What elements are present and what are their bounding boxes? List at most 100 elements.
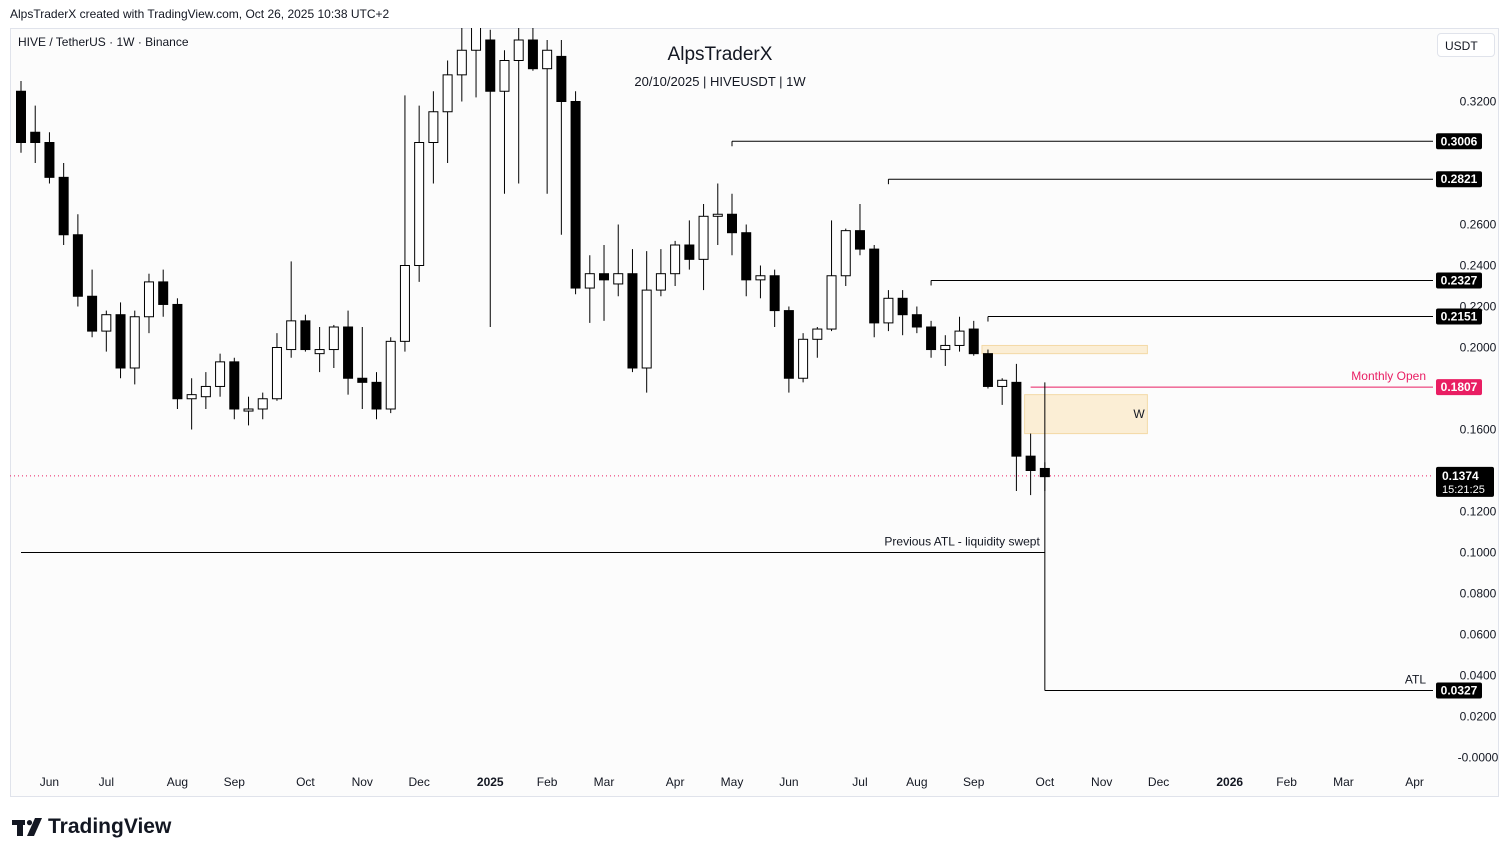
candle[interactable] [442,74,453,113]
current-price-box[interactable] [1436,466,1494,497]
candle[interactable] [556,55,567,102]
x-tick-label: Oct [1036,775,1055,789]
candle[interactable] [968,328,979,355]
currency-button[interactable]: USDT [1437,33,1495,57]
candle[interactable] [798,338,809,379]
candle[interactable] [428,111,439,143]
candle[interactable] [456,49,467,76]
candle[interactable] [527,39,538,70]
candle[interactable] [58,176,69,236]
candle[interactable] [684,244,695,260]
candle[interactable] [115,314,126,369]
candle[interactable] [314,349,325,355]
candle[interactable] [101,314,112,332]
candle[interactable] [471,28,482,51]
price-label-box[interactable] [1436,133,1482,150]
candle[interactable] [599,273,610,281]
candle[interactable] [783,310,794,379]
candle[interactable] [499,60,510,92]
x-tick-label: Aug [906,775,927,789]
candle[interactable] [343,326,354,379]
candle[interactable] [812,328,823,340]
candle[interactable] [727,213,737,234]
price-label-box[interactable] [1436,272,1482,289]
candle[interactable] [542,49,553,70]
candle[interactable] [399,265,410,342]
x-tick-label: Mar [1333,775,1354,789]
candle[interactable] [854,230,865,250]
candle[interactable] [186,394,197,400]
candle[interactable] [655,273,666,291]
candle[interactable] [1011,381,1022,457]
price-label-box[interactable] [1436,379,1482,396]
candle[interactable] [72,234,83,297]
candle[interactable] [129,316,140,369]
x-tick-label: Jun [779,775,798,789]
candle[interactable] [584,273,595,289]
bar-countdown-text: 15:21:25 [1442,484,1485,496]
candle[interactable] [87,295,98,332]
candle[interactable] [712,213,723,217]
candle[interactable] [286,320,297,351]
candle[interactable] [44,142,55,178]
candle[interactable] [627,273,638,369]
candle[interactable] [741,232,752,281]
candle[interactable] [769,275,780,312]
candle[interactable] [371,381,382,410]
price-label-box[interactable] [1436,682,1482,699]
candle[interactable] [300,320,311,351]
x-tick-label: 2025 [477,775,504,789]
candle[interactable] [755,275,766,281]
candle[interactable] [897,297,908,316]
candle[interactable] [997,379,1008,387]
candle[interactable] [840,230,851,277]
watermark-subtitle: 20/10/2025 | HIVEUSDT | 1W [634,74,806,89]
plot-area[interactable]: W [10,28,1433,691]
candle[interactable] [926,326,937,351]
candle[interactable] [883,297,894,324]
price-label-text: 0.1807 [1441,380,1478,394]
zone-box-0[interactable] [981,344,1148,355]
candle[interactable] [1039,467,1050,478]
candle[interactable] [826,275,837,330]
candle[interactable] [513,39,524,61]
candle[interactable] [954,330,965,346]
candle[interactable] [414,142,425,266]
candle[interactable] [911,314,922,328]
candle[interactable] [869,248,880,324]
candle[interactable] [16,90,26,143]
candle[interactable] [229,361,240,410]
y-tick-label: 0.3200 [1460,95,1497,109]
candle[interactable] [30,131,41,143]
candle[interactable] [982,353,993,387]
tradingview-branding[interactable]: TradingView [12,815,171,839]
candle[interactable] [1025,455,1036,471]
candle[interactable] [257,398,268,410]
x-tick-label: Nov [352,775,373,789]
candle[interactable] [357,377,368,383]
zone-box-1[interactable] [1024,394,1148,435]
tradingview-logo-text: TradingView [48,815,172,838]
candle[interactable] [613,273,624,285]
price-label-text: 0.2327 [1441,273,1478,287]
symbol-legend[interactable]: HIVE / TetherUS · 1W · Binance [18,35,189,49]
x-tick-label: Apr [666,775,685,789]
candle[interactable] [328,326,339,351]
candle[interactable] [485,39,496,92]
price-label-box[interactable] [1436,308,1482,325]
candle[interactable] [670,244,681,275]
candle[interactable] [243,408,254,412]
candle[interactable] [698,215,709,260]
candle[interactable] [200,385,211,398]
candle[interactable] [940,344,951,351]
candle[interactable] [143,281,154,318]
candle[interactable] [172,303,183,400]
candle[interactable] [570,101,581,289]
candle[interactable] [158,281,169,305]
candle[interactable] [641,289,652,369]
candle[interactable] [215,361,226,387]
price-label-box[interactable] [1436,171,1482,188]
candle[interactable] [385,340,396,410]
candle[interactable] [271,347,282,400]
price-chart[interactable]: W Monthly Open ATL Previous ATL - liquidity… [10,28,1499,797]
